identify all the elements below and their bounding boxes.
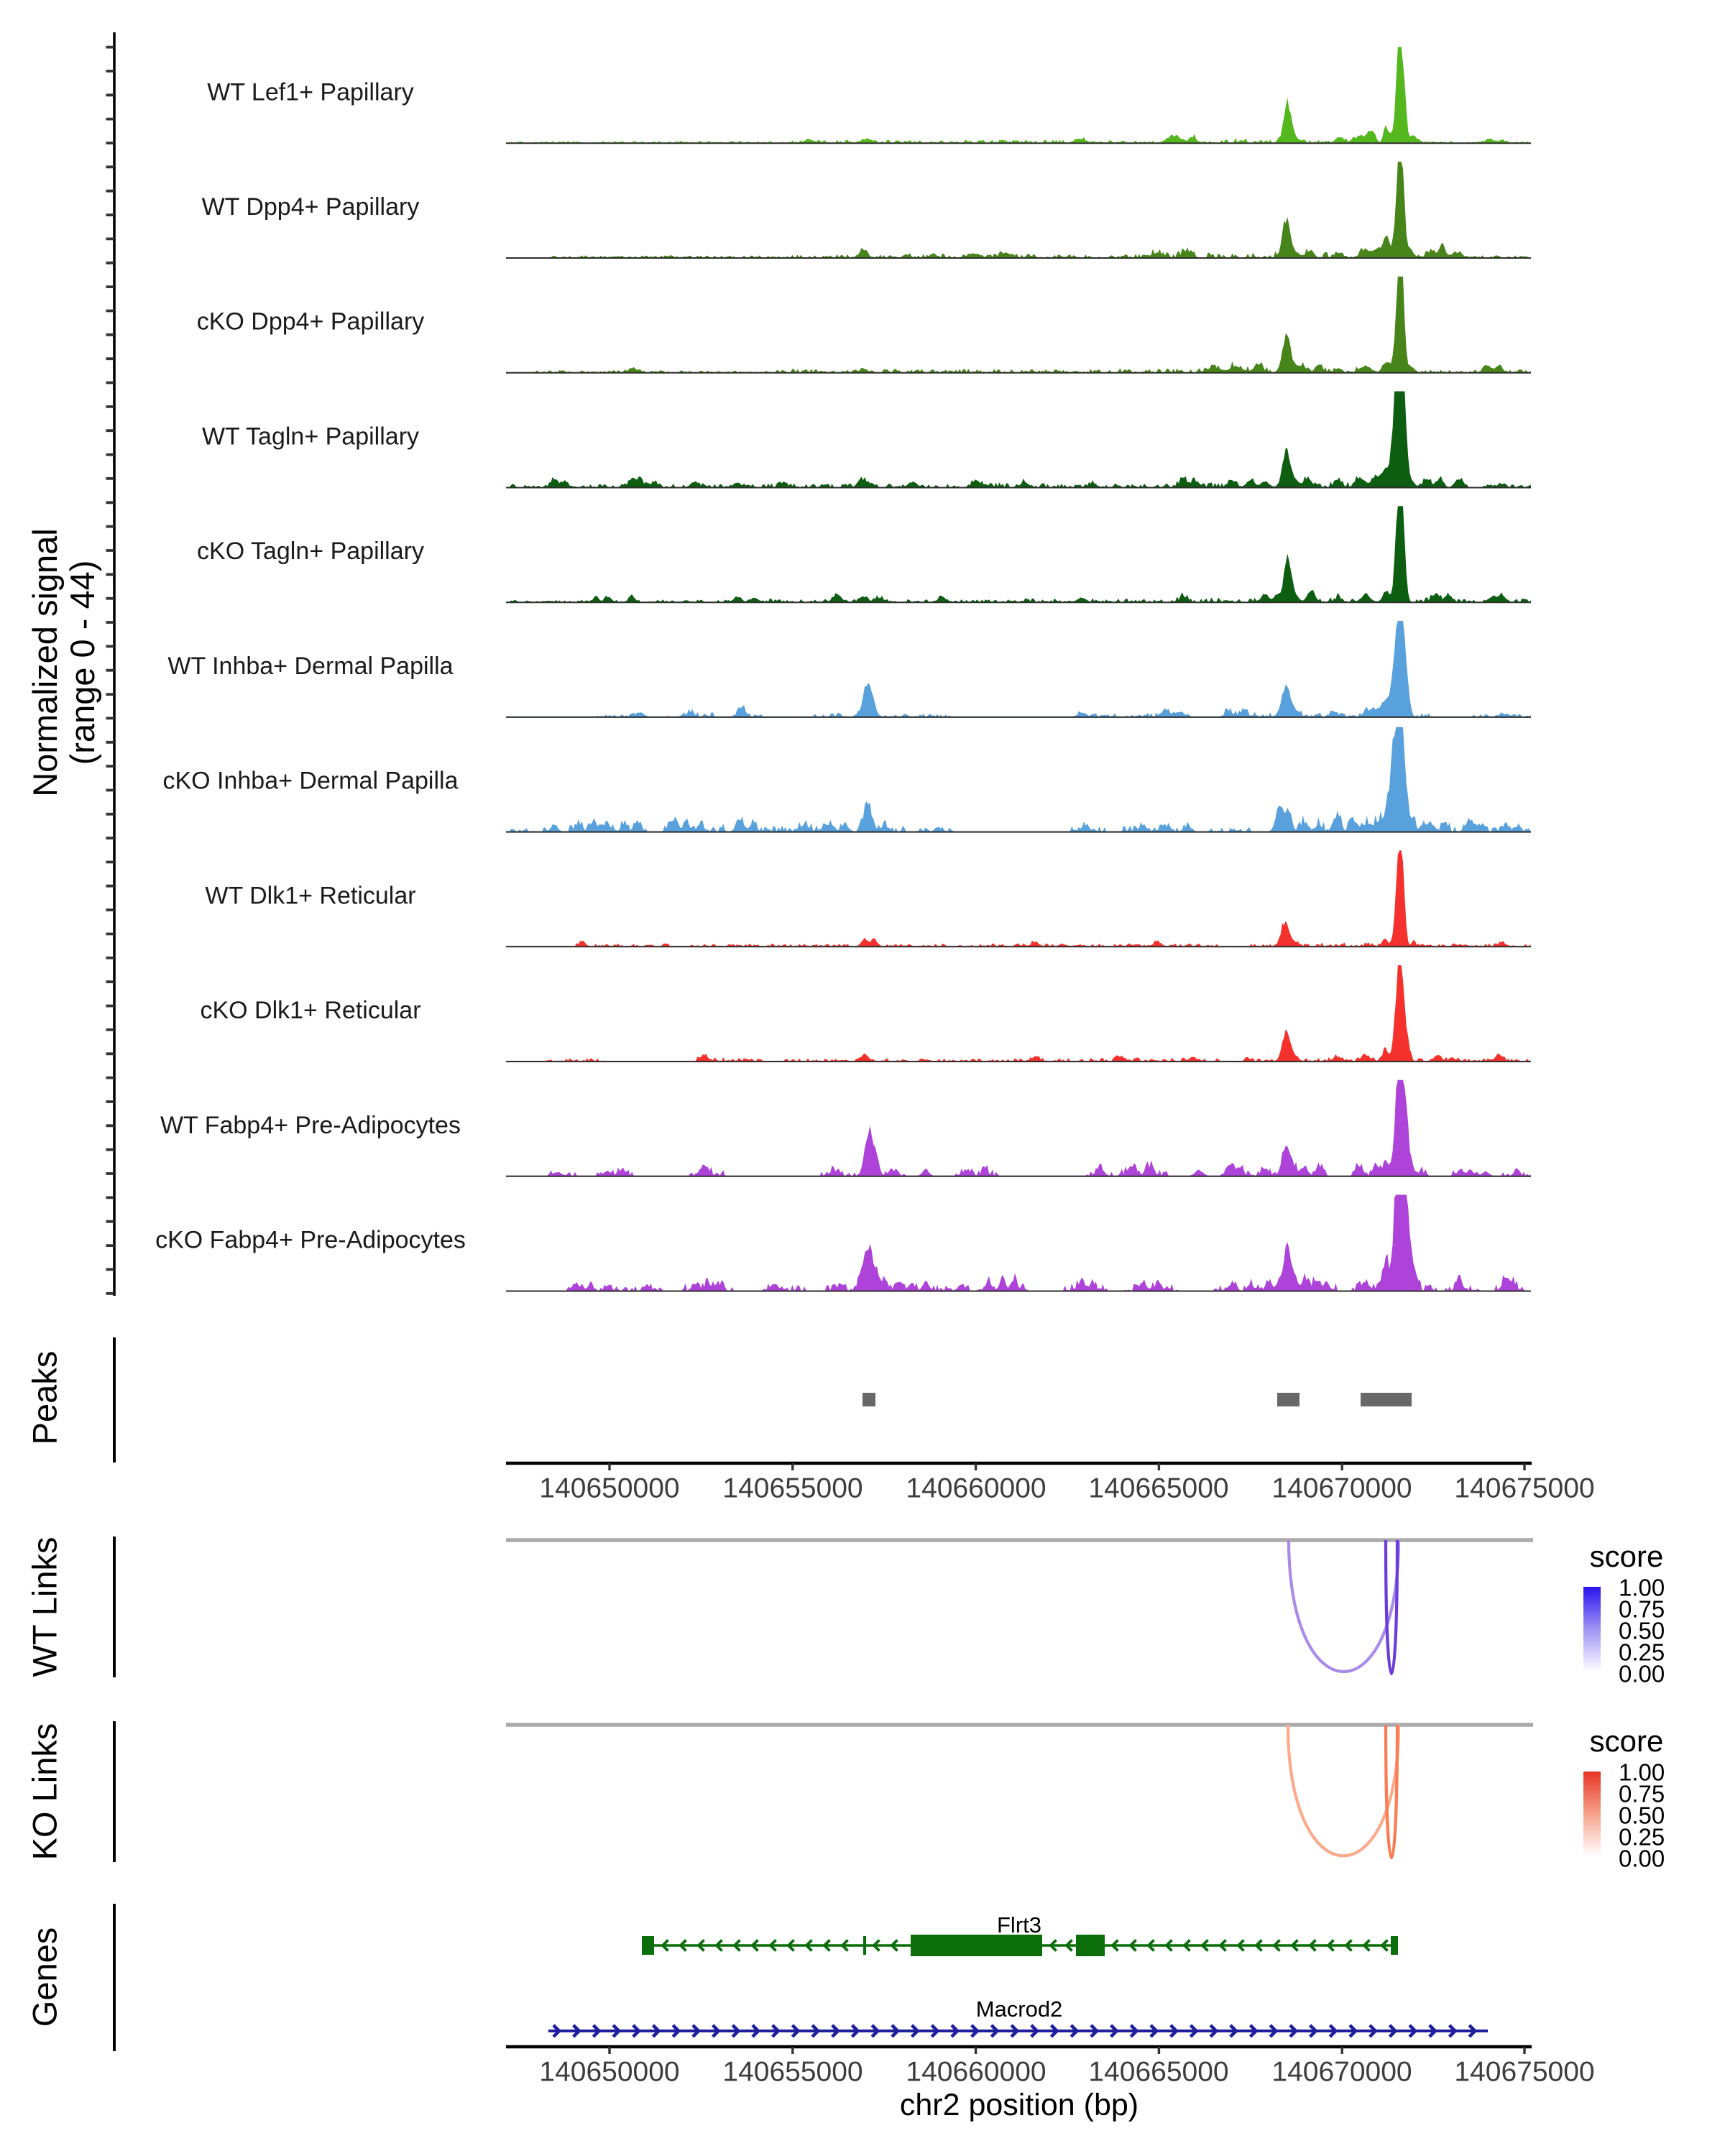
svg-text:WT Fabp4+ Pre-Adipocytes: WT Fabp4+ Pre-Adipocytes bbox=[160, 1112, 461, 1139]
svg-text:0.50: 0.50 bbox=[1619, 1802, 1665, 1829]
svg-text:0.75: 0.75 bbox=[1619, 1596, 1665, 1623]
svg-text:0.00: 0.00 bbox=[1619, 1846, 1665, 1872]
svg-text:WT Dlk1+ Reticular: WT Dlk1+ Reticular bbox=[205, 882, 415, 909]
svg-text:WT Tagln+ Papillary: WT Tagln+ Papillary bbox=[202, 423, 419, 451]
svg-text:cKO Tagln+ Papillary: cKO Tagln+ Papillary bbox=[197, 538, 424, 565]
svg-text:140650000: 140650000 bbox=[539, 1473, 679, 1504]
svg-text:WT Dpp4+ Papillary: WT Dpp4+ Papillary bbox=[202, 193, 420, 221]
svg-text:cKO Fabp4+ Pre-Adipocytes: cKO Fabp4+ Pre-Adipocytes bbox=[155, 1227, 466, 1254]
svg-text:score: score bbox=[1590, 1724, 1664, 1758]
svg-text:Genes: Genes bbox=[26, 1927, 64, 2027]
svg-text:140665000: 140665000 bbox=[1088, 2057, 1228, 2088]
svg-text:140655000: 140655000 bbox=[722, 1473, 862, 1504]
svg-text:0.25: 0.25 bbox=[1619, 1824, 1665, 1851]
svg-text:140670000: 140670000 bbox=[1271, 1473, 1412, 1504]
svg-text:WT Links: WT Links bbox=[26, 1537, 64, 1677]
svg-text:Normalized signal: Normalized signal bbox=[26, 528, 64, 797]
svg-text:140660000: 140660000 bbox=[906, 2057, 1046, 2088]
svg-text:score: score bbox=[1590, 1539, 1664, 1573]
svg-text:WT Inhba+ Dermal Papilla: WT Inhba+ Dermal Papilla bbox=[167, 653, 453, 680]
svg-text:cKO Inhba+ Dermal Papilla: cKO Inhba+ Dermal Papilla bbox=[162, 768, 458, 795]
svg-text:1.00: 1.00 bbox=[1619, 1575, 1665, 1601]
svg-text:Macrod2: Macrod2 bbox=[976, 1996, 1063, 2022]
svg-text:140665000: 140665000 bbox=[1088, 1473, 1228, 1504]
svg-text:Peaks: Peaks bbox=[26, 1351, 64, 1445]
svg-text:140670000: 140670000 bbox=[1271, 2057, 1412, 2088]
svg-text:1.00: 1.00 bbox=[1619, 1759, 1665, 1786]
svg-text:KO Links: KO Links bbox=[26, 1723, 64, 1861]
svg-text:140655000: 140655000 bbox=[722, 2057, 862, 2088]
svg-text:cKO Dpp4+ Papillary: cKO Dpp4+ Papillary bbox=[197, 308, 425, 336]
svg-text:chr2 position (bp): chr2 position (bp) bbox=[900, 2088, 1138, 2122]
svg-text:(range 0 - 44): (range 0 - 44) bbox=[63, 561, 101, 765]
svg-text:140675000: 140675000 bbox=[1454, 2057, 1594, 2088]
svg-text:0.25: 0.25 bbox=[1619, 1639, 1665, 1666]
svg-text:Flrt3: Flrt3 bbox=[997, 1912, 1041, 1938]
svg-text:0.00: 0.00 bbox=[1619, 1661, 1665, 1687]
svg-text:140660000: 140660000 bbox=[906, 1473, 1046, 1504]
svg-text:0.75: 0.75 bbox=[1619, 1781, 1665, 1807]
svg-text:WT Lef1+ Papillary: WT Lef1+ Papillary bbox=[207, 78, 414, 106]
svg-text:cKO Dlk1+ Reticular: cKO Dlk1+ Reticular bbox=[200, 997, 420, 1024]
svg-text:0.50: 0.50 bbox=[1619, 1618, 1665, 1644]
svg-text:140650000: 140650000 bbox=[539, 2057, 679, 2088]
svg-text:140675000: 140675000 bbox=[1454, 1473, 1594, 1504]
